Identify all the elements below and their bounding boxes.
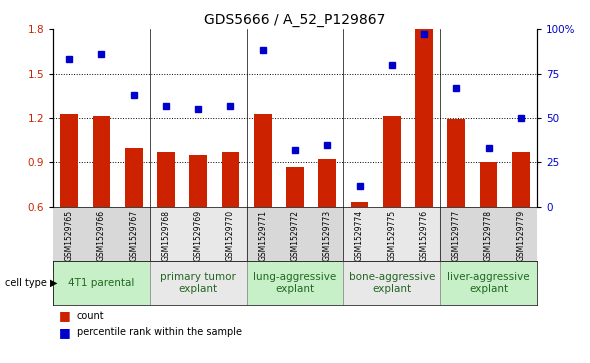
- Bar: [440, 261, 537, 305]
- Text: ■: ■: [59, 326, 71, 339]
- Bar: [60, 114, 78, 207]
- Bar: [440, 207, 473, 261]
- Text: GSM1529770: GSM1529770: [226, 209, 235, 261]
- Bar: [447, 119, 465, 207]
- Bar: [53, 261, 150, 305]
- Text: GSM1529777: GSM1529777: [452, 209, 461, 261]
- Bar: [86, 207, 117, 261]
- Bar: [319, 159, 336, 207]
- Text: GSM1529769: GSM1529769: [194, 209, 203, 261]
- Text: ▶: ▶: [50, 278, 58, 288]
- Text: GSM1529772: GSM1529772: [290, 209, 300, 261]
- Text: GSM1529771: GSM1529771: [258, 209, 267, 261]
- Text: count: count: [77, 311, 104, 321]
- Text: GSM1529776: GSM1529776: [419, 209, 428, 261]
- Bar: [247, 207, 279, 261]
- Text: GSM1529768: GSM1529768: [162, 209, 171, 261]
- Bar: [157, 152, 175, 207]
- Bar: [279, 207, 311, 261]
- Bar: [286, 167, 304, 207]
- Bar: [222, 152, 240, 207]
- Text: liver-aggressive
explant: liver-aggressive explant: [447, 272, 530, 294]
- Bar: [415, 29, 433, 207]
- Bar: [125, 148, 143, 207]
- Bar: [408, 207, 440, 261]
- Bar: [93, 117, 110, 207]
- Text: GSM1529779: GSM1529779: [516, 209, 525, 261]
- Text: GSM1529767: GSM1529767: [129, 209, 138, 261]
- Bar: [343, 261, 440, 305]
- Text: percentile rank within the sample: percentile rank within the sample: [77, 327, 242, 337]
- Text: ■: ■: [59, 309, 71, 322]
- Bar: [343, 207, 376, 261]
- Text: GSM1529765: GSM1529765: [65, 209, 74, 261]
- Bar: [376, 207, 408, 261]
- Text: bone-aggressive
explant: bone-aggressive explant: [349, 272, 435, 294]
- Bar: [53, 207, 86, 261]
- Text: 4T1 parental: 4T1 parental: [68, 278, 135, 288]
- Text: primary tumor
explant: primary tumor explant: [160, 272, 236, 294]
- Text: GSM1529766: GSM1529766: [97, 209, 106, 261]
- Bar: [480, 162, 497, 207]
- Bar: [189, 155, 207, 207]
- Bar: [182, 207, 214, 261]
- Bar: [473, 207, 504, 261]
- Text: GSM1529774: GSM1529774: [355, 209, 364, 261]
- Bar: [150, 207, 182, 261]
- Text: lung-aggressive
explant: lung-aggressive explant: [253, 272, 337, 294]
- Text: GSM1529773: GSM1529773: [323, 209, 332, 261]
- Bar: [117, 207, 150, 261]
- Bar: [504, 207, 537, 261]
- Bar: [247, 261, 343, 305]
- Text: cell type: cell type: [5, 278, 47, 288]
- Title: GDS5666 / A_52_P129867: GDS5666 / A_52_P129867: [204, 13, 386, 26]
- Text: GSM1529775: GSM1529775: [387, 209, 396, 261]
- Bar: [311, 207, 343, 261]
- Bar: [214, 207, 247, 261]
- Text: GSM1529778: GSM1529778: [484, 209, 493, 261]
- Bar: [254, 114, 271, 207]
- Bar: [150, 261, 247, 305]
- Bar: [350, 203, 368, 207]
- Bar: [383, 117, 401, 207]
- Bar: [512, 152, 530, 207]
